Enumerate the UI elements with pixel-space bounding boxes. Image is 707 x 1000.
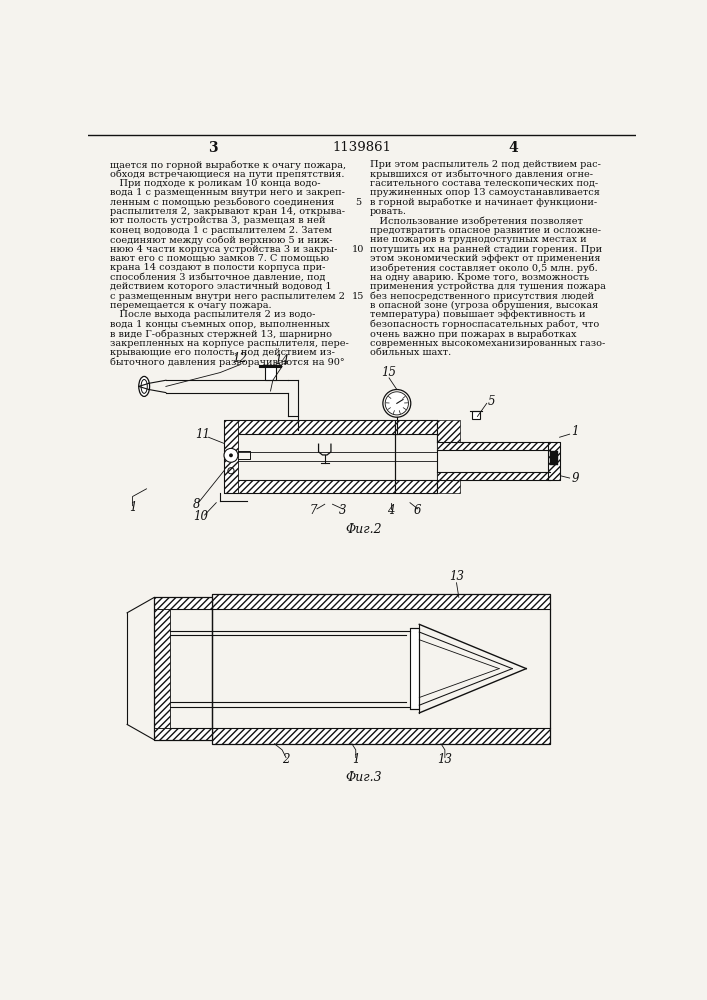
Text: 11: 11 [196,428,211,441]
Text: 1: 1 [129,501,136,514]
Text: 9: 9 [571,472,579,485]
Text: температура) повышает эффективность и: температура) повышает эффективность и [370,310,585,319]
Text: ют полость устройства 3, размещая в ней: ют полость устройства 3, размещая в ней [110,216,326,225]
Text: 6: 6 [414,504,421,517]
Text: Φиг.2: Φиг.2 [345,523,382,536]
Text: Φиг.3: Φиг.3 [345,771,382,784]
Text: 1: 1 [352,753,359,766]
Text: 8: 8 [193,498,201,512]
Bar [154,597,212,740]
Bar [224,420,395,493]
Text: без непосредственного присутствия людей: без непосредственного присутствия людей [370,292,594,301]
Text: вают его с помощью замков 7. С помощью: вают его с помощью замков 7. С помощью [110,254,329,263]
Bar [410,628,419,709]
Text: 14: 14 [274,354,290,367]
Bar [154,728,212,740]
Text: распылителя 2, закрывают кран 14, открыва-: распылителя 2, закрывают кран 14, открыв… [110,207,345,216]
Bar [224,420,395,434]
Bar [224,480,395,493]
Text: крана 14 создают в полости корпуса при-: крана 14 создают в полости корпуса при- [110,263,325,272]
Text: потушить их на ранней стадии горения. При: потушить их на ранней стадии горения. Пр… [370,245,602,254]
Bar [212,594,549,609]
Text: 3: 3 [208,141,217,155]
Text: После выхода распылителя 2 из водо-: После выхода распылителя 2 из водо- [110,310,315,319]
Text: на одну аварию. Кроме того, возможность: на одну аварию. Кроме того, возможность [370,273,589,282]
Text: 13: 13 [438,753,452,766]
Circle shape [224,448,238,462]
Text: 7: 7 [310,504,317,517]
Text: 3: 3 [339,504,346,517]
Text: соединяют между собой верхнюю 5 и ниж-: соединяют между собой верхнюю 5 и ниж- [110,235,332,245]
Text: ровать.: ровать. [370,207,407,216]
Text: этом экономический эффект от применения: этом экономический эффект от применения [370,254,600,263]
Bar [154,609,170,728]
Text: пружиненных опор 13 самоустанавливается: пружиненных опор 13 самоустанавливается [370,188,600,197]
Text: Использование изобретения позволяет: Использование изобретения позволяет [370,216,583,226]
Text: закрепленных на корпусе распылителя, пере-: закрепленных на корпусе распылителя, пер… [110,339,349,348]
Bar [550,451,558,465]
Bar [212,728,549,744]
Text: 5: 5 [488,395,495,408]
Circle shape [229,453,233,457]
Text: 1139861: 1139861 [332,141,392,154]
Text: в горной выработке и начинает функциони-: в горной выработке и начинает функциони- [370,198,597,207]
Text: 10: 10 [352,245,364,254]
Text: конец водовода 1 с распылителем 2. Затем: конец водовода 1 с распылителем 2. Затем [110,226,332,235]
Bar [395,420,437,493]
Text: 15: 15 [352,292,364,301]
Text: 4: 4 [387,504,395,517]
Ellipse shape [139,376,150,396]
Text: изобретения составляет около 0,5 млн. руб.: изобретения составляет около 0,5 млн. ру… [370,263,597,273]
Text: в опасной зоне (угроза обрушения, высокая: в опасной зоне (угроза обрушения, высока… [370,301,598,310]
Text: 2: 2 [282,753,290,766]
Bar [472,411,480,419]
Bar [548,442,561,480]
Text: 10: 10 [193,510,209,523]
Bar [395,420,437,434]
Text: с размещенным внутри него распылителем 2: с размещенным внутри него распылителем 2 [110,292,345,301]
Text: очень важно при пожарах в выработках: очень важно при пожарах в выработках [370,329,576,339]
Text: вода 1 концы съемных опор, выполненных: вода 1 концы съемных опор, выполненных [110,320,330,329]
Text: применения устройства для тушения пожара: применения устройства для тушения пожара [370,282,606,291]
Text: При подходе к роликам 10 конца водо-: При подходе к роликам 10 конца водо- [110,179,320,188]
Ellipse shape [141,379,147,393]
Text: ленным с помощью резьбового соединения: ленным с помощью резьбового соединения [110,198,334,207]
Text: современных высокомеханизированных газо-: современных высокомеханизированных газо- [370,339,605,348]
Bar [395,480,437,493]
Text: крывшихся от избыточного давления огне-: крывшихся от избыточного давления огне- [370,169,592,179]
Bar [437,480,460,493]
Text: действием которого эластичный водовод 1: действием которого эластичный водовод 1 [110,282,332,291]
Text: 12: 12 [232,352,247,365]
Text: быточного давления разворачиваются на 90°: быточного давления разворачиваются на 90… [110,357,345,367]
Bar [437,442,549,450]
Text: 1: 1 [571,425,579,438]
Bar [548,442,561,480]
Text: способления 3 избыточное давление, под: способления 3 избыточное давление, под [110,273,325,282]
Bar [265,366,276,380]
Text: 4: 4 [508,141,518,155]
Text: При этом распылитель 2 под действием рас-: При этом распылитель 2 под действием рас… [370,160,600,169]
Bar [437,420,460,442]
Bar [224,420,238,493]
Text: гасительного состава телескопических под-: гасительного состава телескопических под… [370,179,598,188]
Text: предотвратить опасное развитие и осложне-: предотвратить опасное развитие и осложне… [370,226,601,235]
Text: в виде Г-образных стержней 13, шарнирно: в виде Г-образных стержней 13, шарнирно [110,329,332,339]
Text: 15: 15 [382,366,397,379]
Text: крывающие его полость, под действием из-: крывающие его полость, под действием из- [110,348,335,357]
Text: нюю 4 части корпуса устройства 3 и закры-: нюю 4 части корпуса устройства 3 и закры… [110,245,337,254]
Text: вода 1 с размещенным внутри него и закреп-: вода 1 с размещенным внутри него и закре… [110,188,345,197]
Text: обходя встречающиеся на пути препятствия.: обходя встречающиеся на пути препятствия… [110,169,344,179]
Text: 5: 5 [355,198,361,207]
Text: обильных шахт.: обильных шахт. [370,348,451,357]
Text: безопасность горноспасательных работ, что: безопасность горноспасательных работ, чт… [370,320,599,329]
Bar [212,594,549,744]
Text: ние пожаров в труднодоступных местах и: ние пожаров в труднодоступных местах и [370,235,586,244]
Text: 13: 13 [449,570,464,583]
Text: перемещается к очагу пожара.: перемещается к очагу пожара. [110,301,271,310]
Bar [437,472,549,480]
Text: щается по горной выработке к очагу пожара,: щается по горной выработке к очагу пожар… [110,160,346,170]
Circle shape [385,392,409,415]
Bar [154,597,212,609]
